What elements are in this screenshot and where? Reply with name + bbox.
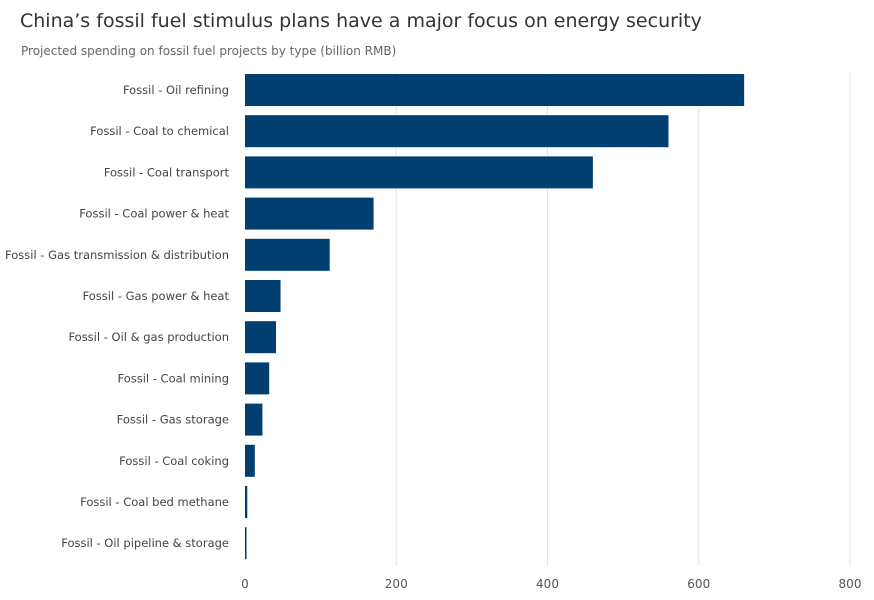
gridlines <box>395 73 851 566</box>
bar <box>245 321 277 354</box>
bar <box>245 280 281 312</box>
category-label: Fossil - Gas transmission & distribution <box>5 248 229 262</box>
category-label: Fossil - Oil refining <box>123 83 229 97</box>
bar <box>245 527 247 560</box>
category-label: Fossil - Oil & gas production <box>68 330 229 344</box>
category-label: Fossil - Coal to chemical <box>90 124 229 138</box>
x-tick-label: 200 <box>385 577 408 591</box>
x-tick-label: 400 <box>536 577 559 591</box>
bars <box>245 74 745 560</box>
bar <box>245 197 374 230</box>
chart-subtitle: Projected spending on fossil fuel projec… <box>21 44 397 58</box>
x-tick-label: 800 <box>839 577 862 591</box>
category-label: Fossil - Gas power & heat <box>83 289 230 303</box>
bar <box>245 238 330 271</box>
bar <box>245 362 270 395</box>
bar <box>245 403 263 436</box>
category-label: Fossil - Coal mining <box>117 371 229 385</box>
x-tick-label: 0 <box>241 577 249 591</box>
bar <box>245 486 248 518</box>
category-label: Fossil - Coal transport <box>104 165 230 179</box>
chart-title: China’s fossil fuel stimulus plans have … <box>20 10 702 32</box>
x-axis-ticks: 0 200 400 600 800 <box>241 577 861 591</box>
category-labels: Fossil - Oil refining Fossil - Coal to ch… <box>5 83 229 550</box>
bar <box>245 74 745 106</box>
bar <box>245 115 669 148</box>
bar <box>245 156 593 189</box>
category-label: Fossil - Oil pipeline & storage <box>61 536 229 550</box>
bar <box>245 444 255 477</box>
category-label: Fossil - Coal coking <box>119 454 229 468</box>
category-label: Fossil - Coal bed methane <box>80 495 229 509</box>
category-label: Fossil - Coal power & heat <box>79 207 229 221</box>
category-label: Fossil - Gas storage <box>117 413 229 427</box>
x-tick-label: 600 <box>687 577 710 591</box>
